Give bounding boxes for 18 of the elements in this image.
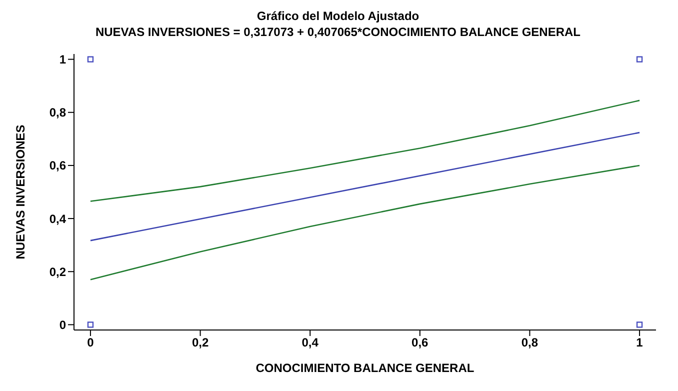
y-tick-label: 0,6 — [49, 158, 66, 173]
x-tick-label: 0,8 — [521, 336, 538, 350]
x-axis-title: CONOCIMIENTO BALANCE GENERAL — [256, 361, 474, 375]
y-tick-label: 0,2 — [49, 264, 66, 279]
chart-title: Gráfico del Modelo Ajustado — [256, 8, 420, 24]
y-tick-label: 1 — [59, 52, 66, 67]
chart-subtitle: NUEVAS INVERSIONES = 0,317073 + 0,407065*CONOCIMIENTO BALANCE GENERAL — [94, 24, 582, 40]
line-series — [90, 164, 640, 280]
y-axis-title: NUEVAS INVERSIONES — [13, 124, 28, 260]
x-tick-label: 0 — [87, 336, 94, 350]
x-tick-label: 0,4 — [302, 336, 319, 350]
y-tick-label: 0 — [59, 318, 66, 332]
x-tick-label: 0,6 — [412, 336, 429, 350]
y-tick-label: 0,4 — [49, 212, 66, 226]
y-tick-label: 0,8 — [49, 106, 66, 120]
x-tick-label: 1 — [636, 336, 644, 350]
line-series — [90, 100, 640, 202]
x-tick-label: 0,2 — [192, 336, 209, 350]
